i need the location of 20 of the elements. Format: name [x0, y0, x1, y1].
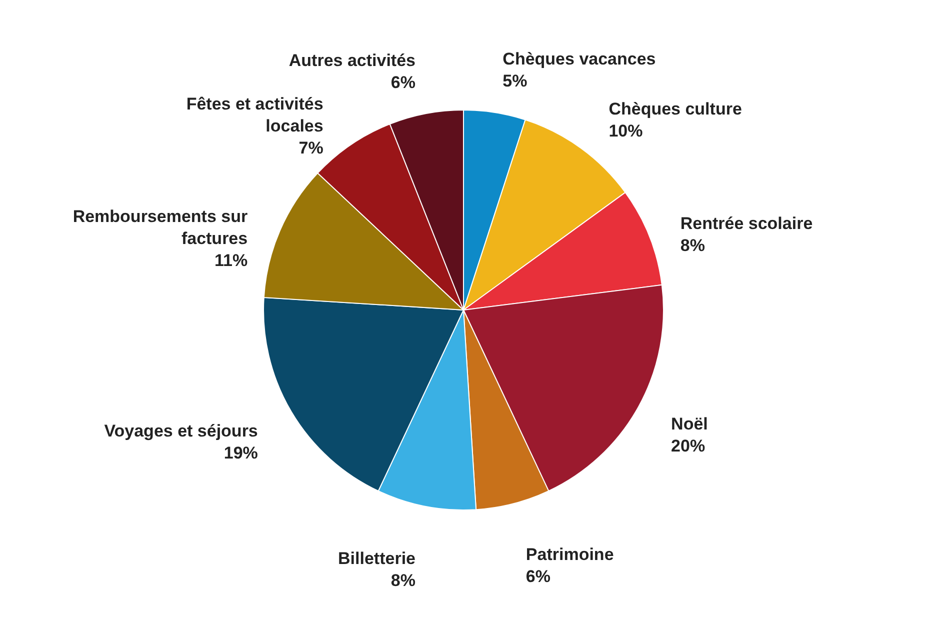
data-label: 10% [608, 121, 643, 140]
slice-label: Rentrée scolaire [680, 214, 813, 233]
data-label: 19% [224, 443, 258, 462]
slice-label: Billetterie [338, 548, 416, 568]
data-label: 8% [390, 570, 416, 590]
slice-label: Patrimoine [526, 545, 614, 564]
slice-label: Voyages et séjours [104, 421, 258, 440]
slice-label: Chèques culture [608, 99, 742, 118]
data-label: 11% [214, 250, 248, 270]
slice-label: Fêtes et activités locales [186, 94, 324, 136]
data-label: 8% [680, 236, 705, 255]
data-label: 20% [671, 436, 706, 456]
slice-label: Autres activités [288, 51, 416, 70]
data-label: 6% [526, 567, 550, 586]
slice-label: Remboursements sur factures [72, 206, 248, 248]
data-label: 7% [298, 138, 324, 158]
slice-label: Noël [671, 414, 708, 434]
data-label: 5% [502, 72, 528, 91]
slice-label: Chèques vacances [502, 50, 656, 69]
data-label: 6% [390, 73, 416, 92]
